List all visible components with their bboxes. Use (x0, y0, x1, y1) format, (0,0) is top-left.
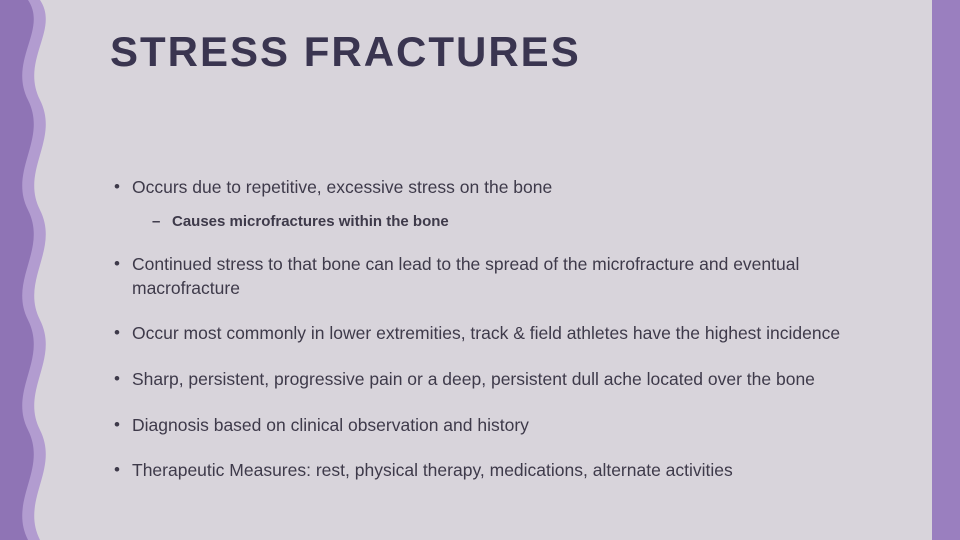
right-accent-stripe (932, 0, 960, 540)
slide-content: STRESS FRACTURES Occurs due to repetitiv… (110, 28, 910, 505)
bullet-item: Occurs due to repetitive, excessive stre… (110, 176, 910, 231)
bullet-item: Sharp, persistent, progressive pain or a… (110, 368, 910, 392)
bullet-item: Diagnosis based on clinical observation … (110, 414, 910, 438)
bullet-item: Therapeutic Measures: rest, physical the… (110, 459, 910, 483)
slide-title: STRESS FRACTURES (110, 28, 910, 76)
slide: STRESS FRACTURES Occurs due to repetitiv… (0, 0, 960, 540)
bullet-item: Occur most commonly in lower extremities… (110, 322, 910, 346)
wave-decoration (0, 0, 80, 540)
sub-bullet-item: Causes microfractures within the bone (148, 212, 910, 232)
bullet-item: Continued stress to that bone can lead t… (110, 253, 910, 300)
bullet-list: Occurs due to repetitive, excessive stre… (110, 176, 910, 483)
sub-bullet-list: Causes microfractures within the bone (132, 212, 910, 232)
bullet-text: Occurs due to repetitive, excessive stre… (132, 177, 552, 197)
